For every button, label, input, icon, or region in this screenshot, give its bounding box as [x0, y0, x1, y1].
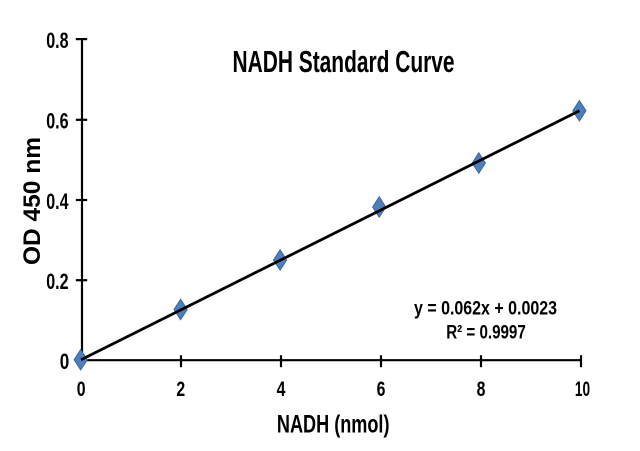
svg-text:0.2: 0.2 [46, 269, 68, 294]
svg-text:0.8: 0.8 [46, 28, 68, 53]
svg-text:0: 0 [77, 377, 86, 401]
svg-text:0: 0 [60, 349, 70, 374]
svg-text:2: 2 [176, 377, 185, 401]
svg-text:6: 6 [377, 377, 386, 401]
svg-text:y = 0.062x + 0.0023: y = 0.062x + 0.0023 [414, 297, 557, 319]
svg-text:NADH (nmol): NADH (nmol) [277, 410, 390, 438]
svg-text:R² = 0.9997: R² = 0.9997 [446, 322, 526, 344]
svg-text:4: 4 [277, 377, 286, 401]
svg-text:NADH Standard Curve: NADH Standard Curve [233, 44, 455, 79]
svg-text:10: 10 [575, 377, 590, 401]
svg-text:0.4: 0.4 [46, 189, 69, 214]
svg-text:0.6: 0.6 [46, 109, 68, 134]
svg-text:8: 8 [477, 377, 486, 401]
svg-text:OD 450 nm: OD 450 nm [19, 137, 46, 265]
